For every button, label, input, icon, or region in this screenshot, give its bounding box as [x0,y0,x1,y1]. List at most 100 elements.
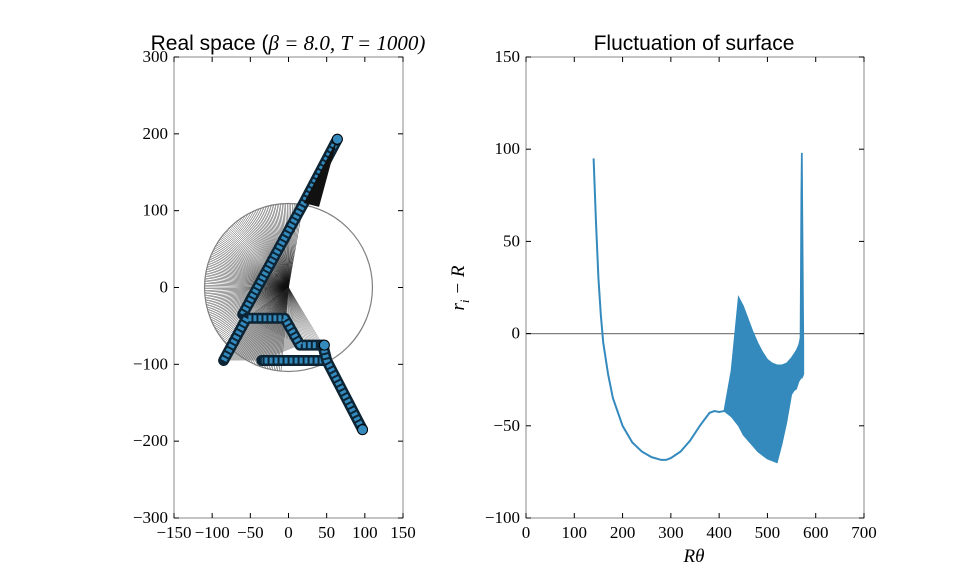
fan-ray [205,287,289,300]
y-tick-label: 150 [495,47,521,66]
real-space-x-ticks: −150 −100 −50 0 50 100 150 [156,57,416,542]
fan-ray [205,277,289,288]
fluctuation-band [723,152,805,464]
fan-ray [240,217,289,288]
fan-ray [209,258,289,288]
fluctuation-plot-area [526,152,864,464]
y-tick-label: 0 [160,278,169,297]
fan-ray [204,284,289,288]
fan-ray [288,287,317,346]
x-tick-label: 600 [803,523,829,542]
y-tick-label: 300 [143,47,169,66]
x-tick-label: 300 [658,523,684,542]
fan-ray [206,270,289,288]
fan-ray [245,214,289,288]
y-tick-label: 50 [503,231,520,250]
fan-ray [218,240,289,288]
x-tick-label: 100 [562,523,588,542]
fan-ray [231,225,289,288]
fan-ray [288,287,305,346]
fluctuation-curve [592,158,725,461]
fan-ray [253,210,289,288]
x-tick-label: −100 [195,523,230,542]
x-tick-label: 700 [851,523,877,542]
reference-circle [203,202,374,373]
fan-ray [213,249,289,288]
upper-wedge [303,139,338,207]
fan-ray [236,220,289,288]
fan-ray [229,226,289,288]
fan-ray [288,287,319,346]
fan-ray [204,279,289,288]
fan-ray [249,212,289,288]
y-tick-label: −50 [493,416,520,435]
fan-ray [288,287,316,346]
fluctuation-subplot: Fluctuation of surface 0 100 200 300 400 500 6… [448,32,877,567]
fan-ray [288,287,322,346]
fan-ray [204,281,289,288]
fan-ray [235,221,289,288]
x-tick-label: 200 [610,523,636,542]
fan-ray [221,235,289,288]
fluctuation-x-ticks: 0 100 200 300 400 500 600 700 [522,57,877,542]
fan-ray [204,287,289,295]
fan-ray [218,287,289,334]
real-space-title: Real space (β = 8.0, T = 1000) [151,31,426,55]
fan-ray [222,234,289,288]
y-tick-label: −300 [133,508,168,527]
fan-ray [211,252,289,288]
fan-ray [205,276,289,288]
fan-ray [228,227,289,288]
fan-ray [251,211,289,288]
real-space-subplot: Real space (β = 8.0, T = 1000) −150 −100−… [133,31,425,542]
fan-ray [204,287,289,296]
fan-ray [216,287,289,331]
fan-ray [219,238,289,288]
fan-ray [208,260,289,288]
fan-ray [205,287,289,298]
fan-ray [220,237,289,288]
fan-ray [288,287,313,346]
x-tick-label: 0 [284,523,293,542]
fan-ray [224,232,289,288]
fan-ray [288,287,307,346]
y-tick-label: 100 [495,139,521,158]
y-tick-label: −100 [133,354,168,373]
fan-ray [215,244,289,288]
fan-ray [217,287,289,333]
fan-ray [288,287,314,346]
y-tick-label: 100 [143,201,169,220]
fan-ray [227,229,289,288]
x-tick-label: 500 [755,523,781,542]
fan-ray [206,269,289,288]
fan-ray [205,274,289,288]
fan-ray [226,230,289,288]
fan-ray [217,241,289,288]
fluctuation-x-axis-label: Rθ [683,546,705,567]
fluctuation-title: Fluctuation of surface [594,32,795,55]
fan-ray [205,272,289,288]
fan-ray [288,287,310,346]
fan-ray [288,287,308,346]
fan-ray [204,287,289,291]
fluctuation-y-ticks: −100 −50 0 50 100 150 [485,47,864,527]
x-tick-label: 400 [706,523,732,542]
fan-ray [216,243,289,288]
fan-ray [287,202,289,288]
fan-ray [205,287,289,302]
x-tick-label: 0 [522,523,531,542]
fan-ray [248,213,289,288]
fan-ray [219,287,289,336]
fan-ray [288,202,290,288]
y-tick-label: 0 [512,324,521,343]
fan-ray [204,287,289,293]
fan-ray [232,224,289,288]
fan-ray [212,250,289,288]
fan-ray [233,222,289,288]
real-space-plot-area [203,133,374,436]
fan-ray [211,253,289,288]
fan-ray [204,286,289,288]
filament-upper-outline [237,133,343,320]
x-tick-label: 100 [352,523,378,542]
fan-ray [208,262,289,288]
